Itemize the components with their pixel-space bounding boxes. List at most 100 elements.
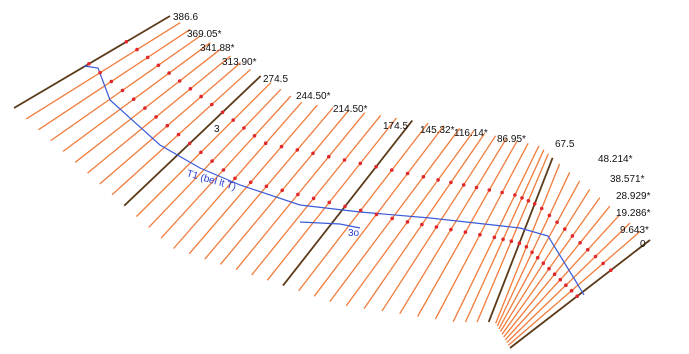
center-mark-annotation: 3o: [348, 228, 360, 239]
survey-point: [405, 220, 410, 224]
section-line: [111, 68, 252, 196]
station-label: 369.05*: [187, 29, 222, 40]
section-line: [434, 142, 529, 320]
survey-point: [264, 184, 269, 189]
survey-point: [487, 188, 492, 192]
station-label: 214.50*: [333, 104, 368, 115]
survey-point: [517, 241, 522, 245]
section-line: [381, 135, 497, 312]
section-line: [219, 109, 350, 265]
section-line: [38, 28, 191, 131]
section-line: [74, 48, 221, 163]
survey-point: [263, 141, 268, 145]
station-label: 48.214*: [598, 154, 633, 165]
station-label: 9.643*: [620, 225, 649, 236]
station-label: 116.14*: [454, 128, 488, 139]
survey-point: [343, 204, 347, 209]
survey-point: [434, 225, 439, 229]
survey-point: [570, 234, 575, 238]
major-section-line: [282, 119, 414, 287]
survey-point: [210, 159, 214, 163]
section-line: [495, 163, 561, 324]
survey-point: [374, 164, 378, 169]
survey-point: [436, 178, 440, 182]
section-line: [363, 132, 486, 309]
section-lines: [13, 15, 651, 349]
section-line: [204, 107, 334, 260]
survey-point: [390, 168, 394, 172]
survey-point: [176, 132, 181, 137]
curve-annotation: T1 (bel lt T): [185, 168, 237, 193]
survey-point: [513, 193, 517, 197]
survey-point: [233, 176, 237, 181]
survey-point: [526, 199, 531, 203]
section-line: [173, 101, 303, 249]
survey-point: [252, 134, 257, 138]
survey-point: [221, 168, 226, 172]
survey-point: [575, 294, 579, 299]
station-label: 174.5: [383, 121, 408, 132]
survey-point: [279, 144, 284, 149]
survey-point: [390, 216, 395, 221]
survey-point: [199, 150, 203, 155]
survey-point: [120, 88, 125, 93]
section-line: [503, 205, 611, 338]
section-line: [504, 214, 621, 341]
station-label: 86.95*: [497, 134, 526, 145]
survey-point: [87, 62, 91, 66]
survey-point: [210, 102, 214, 107]
section-line: [251, 114, 382, 276]
survey-point: [187, 141, 192, 146]
center-number-label: 3: [214, 124, 220, 135]
survey-point: [131, 97, 136, 101]
section-line: [399, 137, 507, 315]
survey-point: [601, 261, 605, 266]
section-line: [464, 149, 545, 323]
survey-point: [143, 106, 147, 110]
secondary-centerline: [299, 221, 361, 229]
survey-point: [449, 227, 453, 232]
section-line: [87, 55, 231, 174]
survey-point: [541, 261, 546, 266]
survey-point: [558, 277, 563, 282]
survey-point: [295, 148, 300, 152]
survey-point: [311, 196, 316, 201]
section-line: [313, 125, 445, 297]
survey-point: [555, 220, 559, 224]
survey-point: [165, 123, 170, 128]
section-line: [99, 62, 241, 185]
station-label: 313.90*: [222, 57, 257, 68]
station-label: 244.50*: [296, 91, 331, 102]
section-line: [160, 95, 292, 239]
survey-point: [539, 206, 544, 211]
survey-point: [145, 55, 150, 60]
section-line: [136, 82, 272, 217]
survey-point: [167, 71, 171, 75]
survey-point: [461, 183, 466, 187]
survey-point: [374, 212, 379, 217]
section-line: [62, 42, 211, 152]
major-section-line: [123, 75, 262, 207]
survey-point: [188, 87, 193, 91]
section-line: [476, 153, 549, 323]
section-line: [235, 112, 366, 271]
station-label: 19.286*: [616, 208, 651, 219]
station-label: 274.5: [263, 74, 288, 85]
section-line: [499, 188, 591, 332]
station-label: 386.6: [173, 12, 198, 23]
survey-point: [327, 154, 331, 159]
survey-point: [547, 213, 552, 218]
survey-point: [563, 227, 567, 231]
survey-point: [420, 222, 424, 227]
survey-point: [564, 283, 568, 288]
survey-point: [449, 180, 453, 185]
section-line: [25, 22, 181, 120]
survey-point: [296, 192, 300, 197]
survey-point: [535, 255, 540, 260]
survey-point: [524, 245, 529, 249]
section-line: [417, 140, 518, 317]
survey-point: [156, 63, 161, 68]
major-section-line: [509, 239, 651, 349]
section-line: [501, 197, 601, 335]
survey-point: [405, 171, 410, 176]
